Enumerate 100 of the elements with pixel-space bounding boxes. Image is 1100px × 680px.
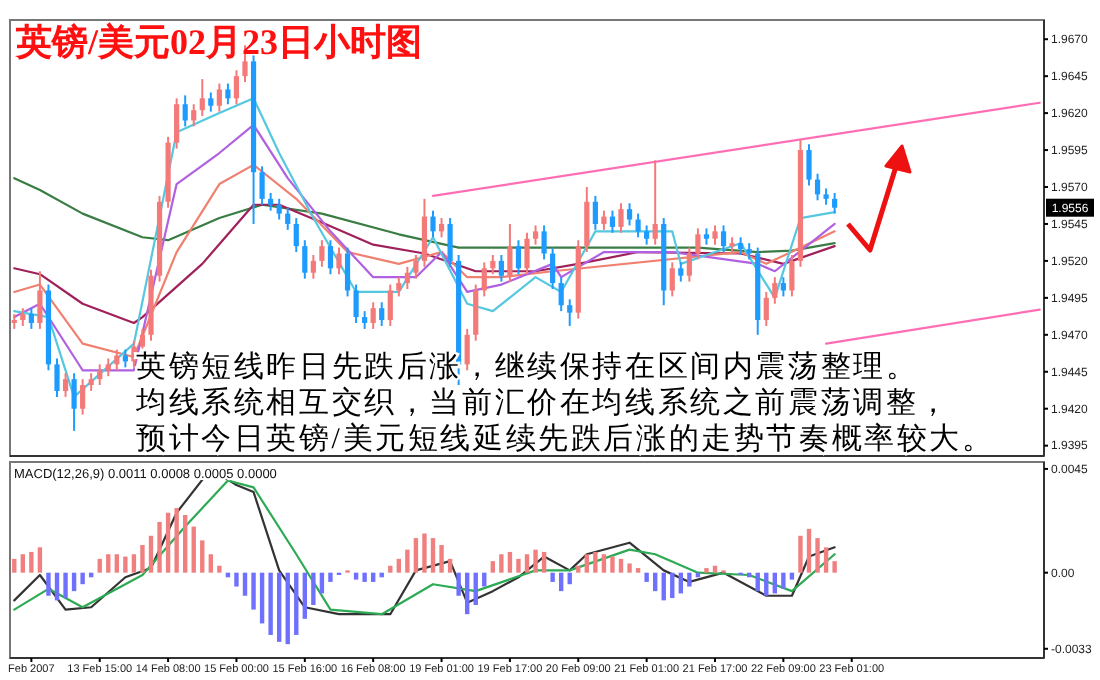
bar: [815, 538, 820, 573]
bar: [499, 554, 504, 573]
bar: [182, 515, 188, 573]
bar: [798, 535, 803, 573]
bar: [131, 554, 137, 573]
bar: [823, 547, 829, 573]
bar: [627, 563, 632, 573]
bar: [396, 558, 402, 573]
bar: [174, 508, 179, 573]
bar: [781, 572, 786, 589]
bar: [464, 572, 470, 615]
candlestick: [353, 283, 359, 324]
bar: [422, 533, 427, 573]
candlestick: [413, 254, 419, 280]
bar: [276, 572, 282, 642]
candlestick: [182, 94, 188, 128]
line-series: [13, 177, 836, 254]
candlestick: [344, 246, 351, 298]
candlestick: [396, 276, 402, 298]
candlestick: [498, 254, 504, 283]
candlestick: [225, 82, 231, 106]
bar: [533, 549, 538, 573]
candlestick: [430, 209, 436, 239]
bar: [123, 556, 128, 573]
annotation: 均线系统相互交织，当前汇价在均线系统之前震荡调整，: [134, 386, 951, 420]
bar: [242, 572, 248, 596]
bar: [456, 572, 461, 596]
candlestick: [507, 222, 513, 283]
candlestick: [404, 265, 410, 290]
bar: [63, 572, 68, 599]
bar: [29, 551, 34, 573]
candlestick: [62, 372, 69, 398]
bar: [593, 551, 598, 573]
candlestick: [481, 261, 487, 298]
bar: [644, 572, 649, 582]
candlestick: [609, 209, 616, 234]
candlestick: [379, 301, 385, 327]
candlestick: [644, 224, 650, 246]
bar: [541, 551, 547, 573]
candlestick: [310, 254, 316, 280]
bar: [251, 572, 256, 610]
candlestick: [208, 91, 214, 113]
bar: [234, 572, 239, 587]
bar: [618, 558, 624, 573]
bar: [550, 572, 555, 582]
candlestick: [54, 357, 60, 398]
bar: [328, 572, 333, 582]
candlestick: [174, 97, 180, 150]
candlestick: [550, 246, 556, 290]
bar: [447, 558, 453, 573]
candlestick: [524, 231, 530, 276]
candlestick: [80, 378, 86, 416]
candlestick: [515, 239, 522, 276]
candlestick: [592, 194, 598, 231]
annotation: 预计今日英镑/美元短线延续先跌后涨的走势节奏概率较大。: [136, 422, 995, 456]
candlestick: [678, 261, 684, 283]
candlestick: [686, 246, 692, 283]
annotation: 英镑短线昨日先跌后涨，继续保持在区间内震荡整理。: [136, 350, 919, 384]
candlestick: [233, 69, 240, 106]
candlestick: [772, 276, 778, 305]
candlestick: [293, 217, 299, 254]
bar: [482, 572, 487, 587]
candlestick: [199, 78, 205, 118]
bar: [516, 558, 521, 573]
bar: [610, 556, 615, 573]
bar: [20, 554, 26, 573]
bar: [106, 554, 111, 573]
bar: [584, 554, 590, 573]
candlestick: [780, 276, 786, 298]
candlestick: [763, 290, 769, 327]
candlestick: [601, 209, 607, 231]
candlestick: [216, 82, 222, 113]
bar: [687, 572, 692, 587]
candlestick: [567, 298, 573, 327]
candlestick: [814, 172, 821, 202]
bar: [507, 551, 513, 573]
bar: [12, 558, 17, 573]
bar: [302, 572, 308, 619]
bar: [473, 572, 478, 605]
line-series: [13, 203, 836, 325]
candlestick: [302, 239, 308, 280]
candlestick: [438, 217, 445, 239]
candlestick: [387, 283, 393, 327]
candlestick: [558, 276, 564, 313]
candlestick: [447, 217, 453, 268]
candlestick: [37, 270, 43, 330]
candlestick: [584, 186, 590, 254]
candlestick: [327, 239, 334, 276]
chart-title: 英镑/美元02月23日小时图: [14, 22, 423, 62]
candlestick: [669, 261, 675, 298]
bar: [37, 547, 43, 573]
candlestick: [789, 254, 795, 298]
bar: [388, 565, 393, 573]
candlestick: [97, 363, 103, 387]
candlestick: [319, 239, 325, 268]
candlestick: [695, 227, 701, 261]
bar: [789, 572, 795, 580]
bar: [208, 554, 214, 573]
candlestick: [336, 246, 342, 276]
bar: [764, 572, 769, 596]
